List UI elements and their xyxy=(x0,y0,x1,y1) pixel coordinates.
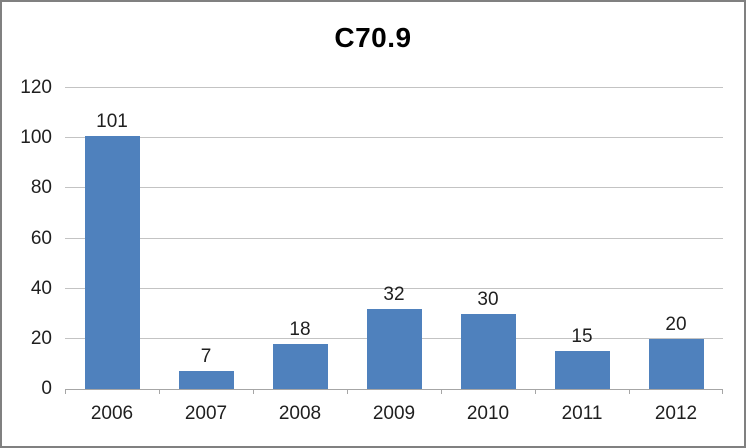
bar-2010 xyxy=(460,313,516,389)
bars-row: 101 7 18 32 30 15 20 xyxy=(65,88,723,389)
x-axis: 2006 2007 2008 2009 2010 2011 2012 xyxy=(65,403,723,425)
bar-slot-2006: 101 xyxy=(65,88,159,389)
bar-value-label: 18 xyxy=(289,318,311,340)
y-tick-label: 100 xyxy=(20,127,52,149)
y-tick-label: 40 xyxy=(30,277,52,299)
x-axis-tick xyxy=(629,389,630,394)
bar-value-label: 20 xyxy=(665,313,687,335)
x-tick-label-2010: 2010 xyxy=(466,403,510,424)
chart-title: C70.9 xyxy=(334,22,412,53)
x-axis-tick xyxy=(65,389,66,394)
bar-2008 xyxy=(272,343,328,389)
bar-slot-2007: 7 xyxy=(159,88,253,389)
bar-value-label: 7 xyxy=(200,346,212,368)
bar-value-label: 30 xyxy=(477,288,499,310)
gridline-y-120 xyxy=(65,87,723,88)
x-tick-label-2011: 2011 xyxy=(561,403,603,424)
bar-value-label: 15 xyxy=(571,326,593,348)
bar-slot-2011: 15 xyxy=(535,88,629,389)
x-tick-label-2007: 2007 xyxy=(184,403,228,424)
x-axis-tick xyxy=(535,389,536,394)
y-tick-label: 80 xyxy=(30,177,52,199)
bar-value-label: 32 xyxy=(383,283,405,305)
bar-2012 xyxy=(648,338,704,389)
x-axis-tick xyxy=(252,389,254,394)
y-tick-label: 20 xyxy=(30,327,52,349)
x-tick-label-2009: 2009 xyxy=(372,403,416,424)
x-axis-tick xyxy=(722,389,723,394)
bar-2006 xyxy=(84,135,140,389)
bar-2009 xyxy=(366,308,422,389)
bar-2007 xyxy=(178,371,234,389)
bar-2011 xyxy=(554,351,610,389)
gridline-y-60 xyxy=(65,237,723,239)
y-tick-label: 120 xyxy=(20,77,52,98)
x-axis-tick xyxy=(440,389,442,394)
bar-slot-2008: 18 xyxy=(253,88,347,389)
x-tick-label-2012: 2012 xyxy=(654,403,698,424)
x-axis-tick xyxy=(158,389,160,394)
bar-slot-2009: 32 xyxy=(347,88,441,389)
gridline-y-100 xyxy=(65,137,723,139)
bar-value-label: 101 xyxy=(96,110,128,132)
bar-slot-2010: 30 xyxy=(441,88,535,389)
y-tick-label: 0 xyxy=(41,378,52,399)
gridline-y-80 xyxy=(65,187,723,189)
x-tick-label-2008: 2008 xyxy=(278,403,322,424)
plot-area: 101 7 18 32 30 15 20 xyxy=(65,87,723,394)
x-axis-tick xyxy=(347,389,348,394)
x-tick-label-2006: 2006 xyxy=(90,403,134,424)
y-tick-label: 60 xyxy=(30,227,52,249)
bar-slot-2012: 20 xyxy=(629,88,723,389)
gridline-y-40 xyxy=(65,287,723,289)
